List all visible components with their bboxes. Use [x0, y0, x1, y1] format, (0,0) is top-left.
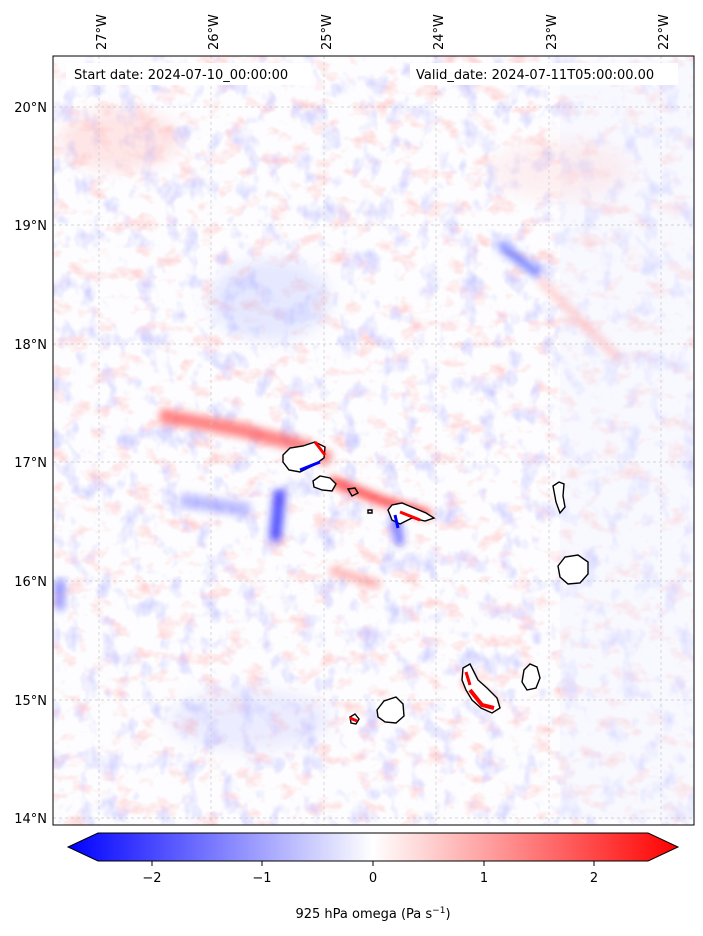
colorbar-title: 925 hPa omega (Pa s−1) [295, 906, 450, 922]
colorbar-tick-label: −2 [142, 871, 161, 886]
map-panel: Start date: 2024-07-10_00:00:00 Valid_da… [52, 55, 695, 826]
lon-tick-label: 26°W [207, 14, 222, 50]
colorbar-title-close: ) [445, 907, 450, 922]
lat-tick-label: 18°N [14, 338, 47, 353]
island-raso [367, 509, 373, 514]
island-santiago [461, 663, 501, 714]
lat-tick-label: 20°N [14, 101, 47, 116]
lat-tick-label: 15°N [14, 694, 47, 709]
lat-tick-label: 16°N [14, 575, 47, 590]
map-frame [52, 55, 695, 826]
lat-tick-label: 17°N [14, 456, 47, 471]
colorbar-ticks [151, 861, 595, 866]
start-date-text: Start date: 2024-07-10_00:00:00 [74, 68, 288, 83]
island-sal [552, 481, 566, 515]
valid-date-box [410, 63, 678, 85]
colorbar: −2 −1 0 1 2 925 hPa omega (Pa s−1) [66, 832, 680, 922]
island-omega-accents [299, 441, 495, 723]
lon-tick-label: 27°W [95, 14, 110, 50]
lat-tick-label: 14°N [14, 812, 47, 827]
lon-tick-label: 24°W [432, 14, 447, 50]
valid-date-text: Valid_date: 2024-07-11T05:00:00.00 [416, 68, 654, 83]
island-santa-luzia [346, 487, 359, 497]
colorbar-title-main: 925 hPa omega (Pa s [295, 907, 432, 922]
island-sao-vicente [312, 475, 337, 492]
start-date-box [66, 63, 311, 85]
lon-tick-label: 23°W [545, 14, 560, 50]
island-maio [521, 663, 541, 691]
colorbar-tick-label: 1 [480, 871, 488, 886]
colorbar-tick-label: 0 [369, 871, 377, 886]
colorbar-tick-label: −1 [252, 871, 271, 886]
omega-broad-features [60, 110, 630, 750]
lat-tick-label: 19°N [14, 219, 47, 234]
lon-axis: 27°W 26°W 25°W 24°W 23°W 22°W [95, 14, 672, 50]
lat-axis: 20°N 19°N 18°N 17°N 16°N 15°N 14°N [14, 101, 47, 827]
lon-tick-label: 25°W [320, 14, 335, 50]
coastlines [282, 441, 589, 725]
island-boa-vista [557, 554, 589, 585]
island-fogo [376, 696, 405, 724]
colorbar-bar [66, 832, 680, 862]
colorbar-title-exp: −1 [432, 906, 445, 916]
colorbar-tick-label: 2 [590, 871, 598, 886]
graticule [53, 56, 694, 825]
lon-tick-label: 22°W [657, 14, 672, 50]
